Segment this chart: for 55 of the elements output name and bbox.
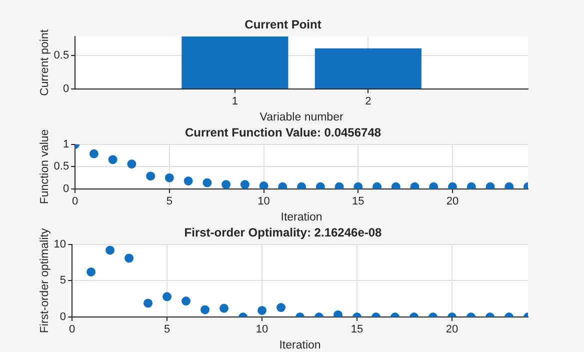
x-axis-title: Iteration bbox=[279, 339, 321, 352]
x-tick-label: 5 bbox=[164, 324, 170, 336]
y-tick-label: 0 bbox=[60, 311, 66, 324]
y-axis-title: Function value bbox=[39, 129, 52, 204]
y-tick-label: 5 bbox=[60, 274, 66, 287]
y-tick-label: 0 bbox=[62, 83, 70, 96]
chart-title: First-order Optimality: 2.16246e-08 bbox=[184, 226, 382, 240]
x-tick-label: 15 bbox=[350, 324, 364, 336]
x-tick-label: 20 bbox=[446, 324, 458, 336]
x-tick-label: 5 bbox=[166, 196, 173, 208]
point bbox=[222, 180, 231, 189]
point bbox=[108, 155, 118, 164]
x-axis-title: Iteration bbox=[280, 211, 322, 224]
point bbox=[466, 182, 476, 189]
point bbox=[372, 182, 382, 189]
point bbox=[410, 182, 420, 189]
point bbox=[448, 182, 458, 189]
y-axis-title: First-order optimality bbox=[39, 228, 52, 334]
point bbox=[316, 182, 325, 189]
x-tick-label: 2 bbox=[365, 96, 372, 108]
point bbox=[240, 180, 250, 189]
point bbox=[164, 173, 174, 182]
point bbox=[486, 182, 495, 189]
point bbox=[259, 181, 268, 189]
y-tick-label: 1 bbox=[62, 138, 70, 150]
point bbox=[391, 182, 400, 189]
x-tick-label: 0 bbox=[72, 196, 78, 208]
point bbox=[297, 182, 306, 189]
point bbox=[146, 172, 156, 181]
y-tick-label: 10 bbox=[54, 238, 66, 250]
point bbox=[354, 182, 363, 189]
chart-title: Current Function Value: 0.0456748 bbox=[184, 126, 382, 140]
point bbox=[334, 310, 343, 317]
point bbox=[162, 292, 172, 302]
point bbox=[89, 149, 98, 158]
x-axis-title: Variable number bbox=[260, 111, 344, 124]
y-tick-label: 0.5 bbox=[54, 160, 70, 173]
point bbox=[106, 246, 115, 255]
point bbox=[334, 182, 344, 189]
point bbox=[429, 182, 438, 189]
x-tick-label: 20 bbox=[446, 196, 459, 208]
y-tick-label: 0.5 bbox=[54, 50, 70, 62]
point bbox=[86, 267, 96, 276]
point bbox=[504, 182, 514, 189]
point bbox=[184, 176, 193, 186]
chart-title: Current Point bbox=[244, 18, 322, 32]
y-tick-label: 0 bbox=[62, 183, 70, 196]
x-tick-label: 15 bbox=[352, 196, 364, 208]
y-axis-title: Current point bbox=[39, 28, 52, 96]
point bbox=[278, 182, 288, 189]
point bbox=[202, 178, 212, 188]
point bbox=[124, 254, 134, 263]
x-tick-label: 10 bbox=[256, 324, 268, 336]
x-tick-label: 10 bbox=[258, 196, 270, 208]
point bbox=[127, 160, 136, 169]
